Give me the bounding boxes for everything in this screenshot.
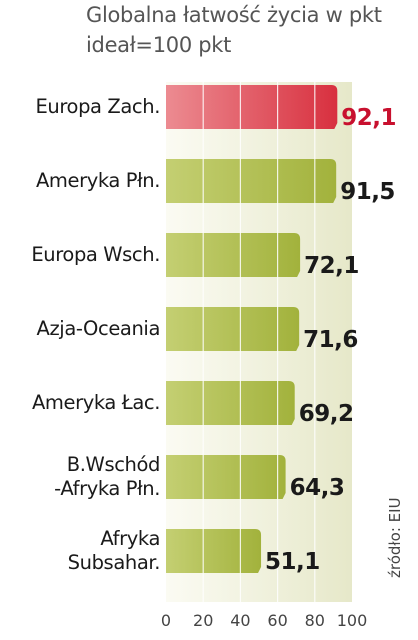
category-label-4: Ameryka Łac. — [31, 391, 160, 414]
tick-label-40: 40 — [230, 611, 251, 630]
bar-4 — [166, 381, 295, 425]
bars-layer — [166, 85, 338, 573]
category-label-1: Ameryka Płn. — [35, 169, 160, 192]
value-label-1: 91,5 — [340, 179, 395, 205]
tick-label-60: 60 — [267, 611, 288, 630]
bar-2 — [166, 233, 301, 277]
value-label-2: 72,1 — [304, 253, 359, 279]
category-label-5: B.Wschód -Afryka Płn. — [54, 453, 160, 500]
category-label-3: Azja-Oceania — [36, 317, 161, 340]
bar-0 — [166, 85, 338, 129]
tick-label-20: 20 — [193, 611, 214, 630]
source-note: źródło: EIU — [386, 497, 404, 578]
category-label-6: Afryka Subsahar. — [67, 527, 161, 574]
tick-label-0: 0 — [160, 611, 172, 630]
bar-3 — [166, 307, 300, 351]
value-label-6: 51,1 — [265, 549, 320, 575]
value-label-4: 69,2 — [298, 401, 354, 427]
category-label-2: Europa Wsch. — [31, 243, 160, 266]
tick-label-100: 100 — [336, 611, 368, 630]
value-label-0: 92,1 — [341, 105, 397, 131]
bar-5 — [166, 455, 286, 499]
value-label-3: 71,6 — [303, 327, 358, 353]
tick-label-80: 80 — [304, 611, 325, 630]
chart-subtitle: ideał=100 pkt — [86, 33, 232, 57]
bar-6 — [166, 529, 262, 573]
chart-title: Globalna łatwość życia w pkt — [86, 3, 382, 27]
category-label-0: Europa Zach. — [35, 95, 160, 118]
bar-1 — [166, 159, 337, 203]
value-label-5: 64,3 — [289, 475, 345, 501]
grid-layer — [202, 82, 316, 602]
